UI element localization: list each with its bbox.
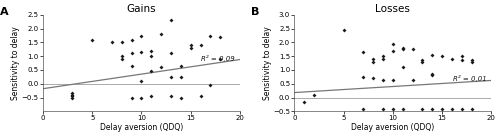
- Point: [300, 101, 308, 103]
- Point: [138, 96, 145, 99]
- Point: [418, 107, 426, 110]
- Point: [216, 58, 224, 60]
- Point: [68, 95, 76, 97]
- Point: [360, 51, 368, 53]
- Point: [167, 19, 175, 21]
- Point: [408, 48, 416, 50]
- Point: [369, 77, 377, 79]
- Point: [128, 39, 136, 41]
- Point: [138, 51, 145, 53]
- Text: B: B: [251, 7, 260, 17]
- Point: [389, 43, 397, 45]
- Text: R² = 0,09: R² = 0,09: [202, 55, 235, 62]
- Point: [118, 58, 126, 60]
- Point: [148, 95, 156, 97]
- Point: [148, 50, 156, 52]
- Point: [167, 52, 175, 55]
- Text: A: A: [0, 7, 8, 17]
- Point: [398, 47, 406, 49]
- Text: R² = 0,01: R² = 0,01: [452, 75, 486, 82]
- Point: [68, 92, 76, 95]
- Point: [128, 96, 136, 99]
- Y-axis label: Sensitivity to delay: Sensitivity to delay: [12, 26, 20, 100]
- Point: [468, 61, 475, 63]
- Point: [118, 55, 126, 57]
- Title: Gains: Gains: [126, 4, 156, 14]
- Point: [458, 59, 466, 61]
- Point: [389, 50, 397, 52]
- X-axis label: Delay aversion (QDQ): Delay aversion (QDQ): [351, 123, 434, 132]
- Point: [418, 59, 426, 61]
- Point: [379, 107, 387, 110]
- Title: Losses: Losses: [376, 4, 410, 14]
- Point: [408, 78, 416, 81]
- Point: [196, 44, 204, 46]
- Point: [428, 74, 436, 77]
- Point: [196, 95, 204, 97]
- Point: [157, 66, 165, 68]
- Point: [177, 96, 185, 99]
- Point: [468, 59, 475, 61]
- Point: [157, 33, 165, 35]
- Point: [310, 94, 318, 96]
- Point: [167, 76, 175, 78]
- Point: [118, 41, 126, 44]
- Point: [108, 41, 116, 44]
- Point: [138, 35, 145, 37]
- Point: [88, 39, 96, 41]
- Point: [128, 65, 136, 67]
- Point: [216, 36, 224, 38]
- Point: [468, 107, 475, 110]
- Point: [360, 107, 368, 110]
- Point: [360, 76, 368, 78]
- Point: [389, 78, 397, 81]
- Point: [458, 55, 466, 57]
- Point: [167, 95, 175, 97]
- Point: [206, 35, 214, 37]
- Point: [418, 61, 426, 63]
- Point: [438, 55, 446, 57]
- Point: [379, 78, 387, 81]
- Point: [428, 73, 436, 75]
- Point: [398, 48, 406, 50]
- Point: [340, 29, 347, 31]
- Point: [138, 80, 145, 82]
- Point: [206, 84, 214, 86]
- Point: [128, 52, 136, 55]
- Point: [448, 107, 456, 110]
- Point: [148, 55, 156, 57]
- Point: [438, 107, 446, 110]
- Y-axis label: Sensitivity to delay: Sensitivity to delay: [262, 26, 272, 100]
- Point: [448, 58, 456, 60]
- Point: [369, 61, 377, 63]
- Point: [68, 96, 76, 99]
- Point: [398, 66, 406, 68]
- Point: [379, 58, 387, 60]
- Point: [369, 58, 377, 60]
- Point: [428, 107, 436, 110]
- Point: [389, 107, 397, 110]
- Point: [177, 65, 185, 67]
- Point: [398, 107, 406, 110]
- Point: [428, 54, 436, 56]
- Point: [379, 55, 387, 57]
- Point: [177, 76, 185, 78]
- X-axis label: Delay aversion (QDQ): Delay aversion (QDQ): [100, 123, 183, 132]
- Point: [68, 94, 76, 96]
- Point: [186, 44, 194, 46]
- Point: [186, 47, 194, 49]
- Point: [148, 70, 156, 72]
- Point: [458, 107, 466, 110]
